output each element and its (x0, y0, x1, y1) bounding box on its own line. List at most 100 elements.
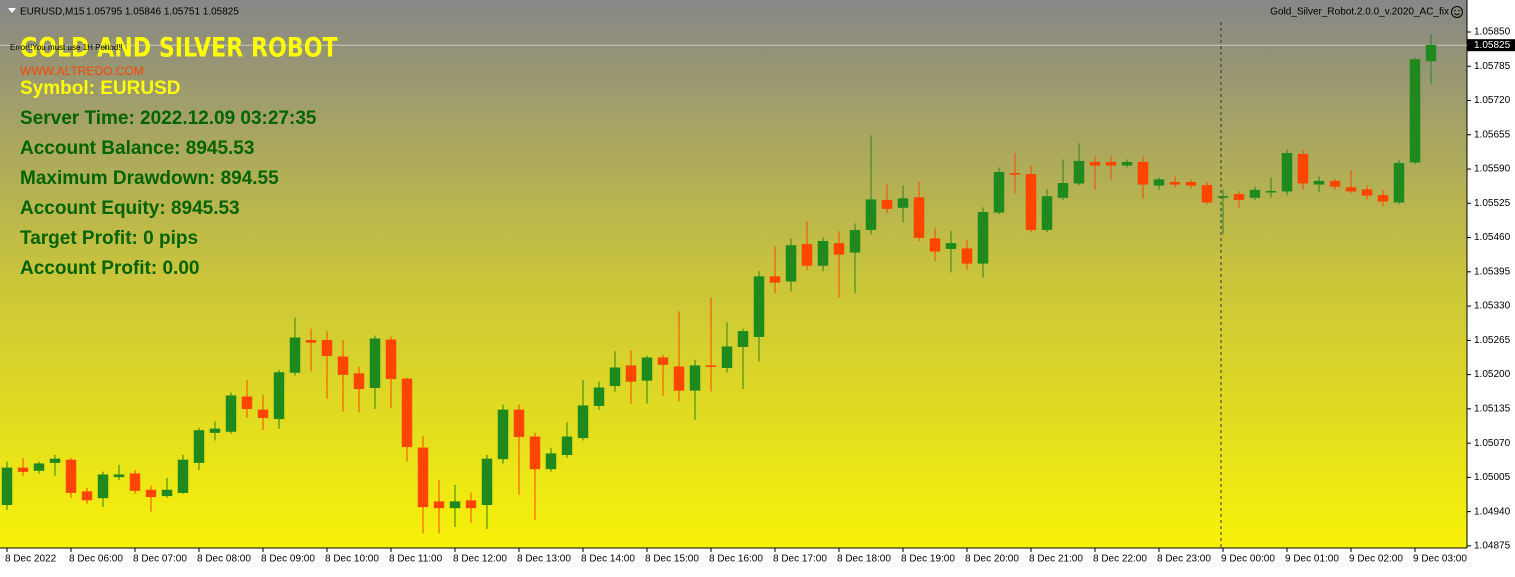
candle-body (657, 357, 669, 365)
candle-body (993, 171, 1005, 213)
candle-body (913, 197, 925, 238)
candle-body (1, 467, 13, 506)
candle-body (1057, 183, 1069, 198)
candle-body (785, 245, 797, 282)
candle-body (545, 453, 557, 470)
x-tick-label: 8 Dec 07:00 (133, 554, 187, 565)
y-tick-label: 1.05525 (1474, 198, 1511, 209)
candle-body (1409, 59, 1421, 163)
candle-body (1297, 154, 1309, 184)
smiley-icon[interactable] (1451, 6, 1463, 18)
y-tick-label: 1.04940 (1474, 506, 1511, 517)
candle-body (1393, 163, 1405, 203)
y-tick-label: 1.05590 (1474, 164, 1511, 175)
x-tick-label: 8 Dec 09:00 (261, 554, 315, 565)
candle-body (1025, 174, 1037, 230)
candle-body (1377, 195, 1389, 202)
candle-body (369, 338, 381, 389)
y-tick-label: 1.05070 (1474, 438, 1511, 449)
candle-body (961, 248, 973, 264)
menu-arrow[interactable] (8, 8, 16, 13)
y-tick-label: 1.05395 (1474, 266, 1511, 277)
candle-body (705, 365, 717, 367)
candle-body (513, 409, 525, 438)
candle-body (129, 473, 141, 491)
x-tick-label: 8 Dec 21:00 (1029, 554, 1083, 565)
candle-body (401, 378, 413, 448)
candle-body (945, 243, 957, 249)
candle-body (1009, 173, 1021, 175)
candle-body (481, 458, 493, 506)
error-message: Error!!You must use 1H Period!! (10, 43, 123, 52)
candle-body (1361, 189, 1373, 196)
candle-body (769, 276, 781, 283)
x-tick-label: 8 Dec 22:00 (1093, 554, 1147, 565)
candle-body (49, 458, 61, 463)
y-tick-label: 1.04875 (1474, 541, 1511, 552)
info-line: Target Profit: 0 pips (20, 228, 198, 249)
candle-body (433, 501, 445, 509)
candle-body (305, 340, 317, 343)
candle-body (417, 447, 429, 508)
candle-body (17, 467, 29, 472)
y-tick-label: 1.05720 (1474, 95, 1511, 106)
candle-body (609, 367, 621, 386)
indicator-label: Gold_Silver_Robot.2.0.0_v.2020_AC_fix (1270, 7, 1449, 18)
candle-body (593, 387, 605, 406)
candle-body (865, 199, 877, 230)
candle-body (1073, 160, 1085, 184)
candle-body (1105, 161, 1117, 166)
candle-body (161, 489, 173, 497)
candle-body (449, 501, 461, 509)
candle-body (561, 436, 573, 455)
candle-body (209, 428, 221, 433)
candle-body (1233, 194, 1245, 200)
candle-body (1089, 161, 1101, 166)
candle-body (1265, 190, 1277, 193)
candle-body (641, 357, 653, 381)
time-axis (0, 548, 1515, 572)
candle-body (1217, 196, 1229, 198)
candle-body (673, 366, 685, 391)
quote-label: 1.05795 1.05846 1.05751 1.05825 (86, 7, 239, 18)
candle-body (897, 198, 909, 208)
candle-body (1169, 181, 1181, 185)
candle-body (1041, 196, 1053, 230)
x-tick-label: 8 Dec 12:00 (453, 554, 507, 565)
x-tick-label: 8 Dec 11:00 (389, 554, 443, 565)
x-tick-label: 9 Dec 01:00 (1285, 554, 1339, 565)
chart-background (0, 0, 1467, 548)
candle-body (33, 463, 45, 471)
candle-body (241, 396, 253, 410)
bid-label-box (1467, 39, 1515, 52)
candle-body (737, 331, 749, 347)
candle-body (465, 500, 477, 509)
x-tick-label: 8 Dec 08:00 (197, 554, 251, 565)
candle-body (721, 346, 733, 368)
plot (0, 22, 1467, 548)
symbol-label: EURUSD,M15 (20, 7, 85, 18)
y-tick-label: 1.05005 (1474, 472, 1511, 483)
y-tick-label: 1.05850 (1474, 27, 1511, 38)
x-tick-label: 8 Dec 2022 (5, 554, 57, 565)
info-lines: Server Time: 2022.12.09 03:27:35 Account … (20, 108, 317, 279)
x-tick-label: 8 Dec 19:00 (901, 554, 955, 565)
candle-body (81, 491, 93, 501)
candle-body (1425, 44, 1437, 62)
info-line: Account Balance: 8945.53 (20, 138, 254, 159)
x-tick-label: 8 Dec 17:00 (773, 554, 827, 565)
candle-body (625, 365, 637, 382)
candle-body (529, 436, 541, 470)
website: WWW.ALTREDO.COM (20, 64, 144, 78)
candle-body (881, 199, 893, 209)
x-tick-label: 8 Dec 20:00 (965, 554, 1019, 565)
info-line: Account Equity: 8945.53 (20, 198, 240, 219)
candle-body (833, 243, 845, 255)
candle-body (385, 339, 397, 380)
candle-body (1201, 185, 1213, 203)
info-line: Server Time: 2022.12.09 03:27:35 (20, 108, 317, 129)
candle-body (1185, 181, 1197, 186)
candle-body (689, 365, 701, 391)
x-tick-label: 8 Dec 10:00 (325, 554, 379, 565)
